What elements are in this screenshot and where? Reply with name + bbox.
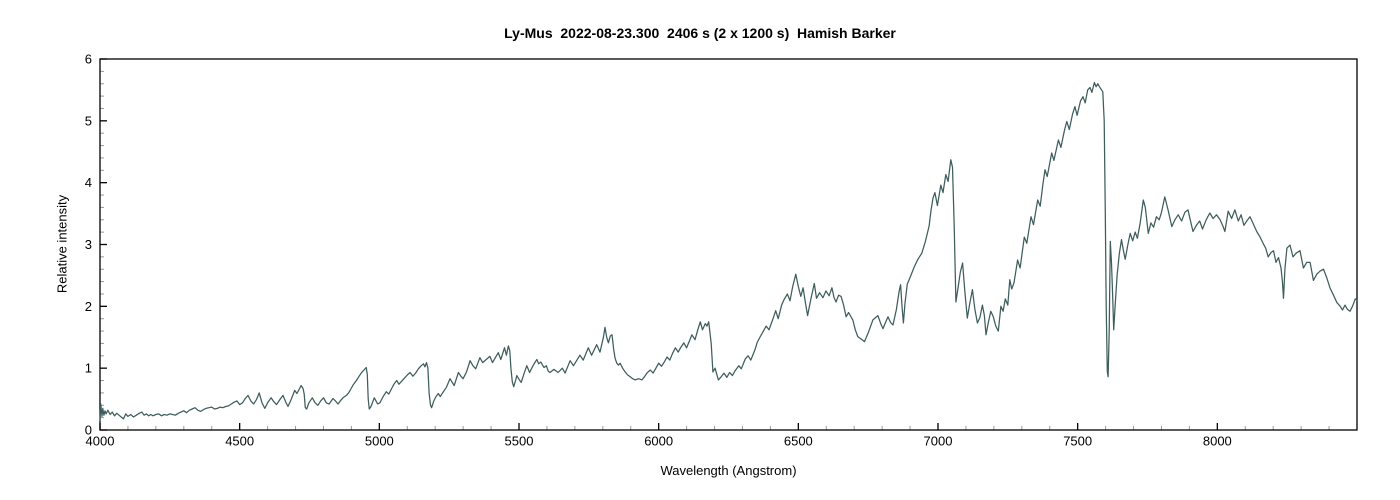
x-tick-label: 5500 (505, 434, 534, 449)
x-tick-label: 7000 (924, 434, 953, 449)
x-tick-label: 8000 (1203, 434, 1232, 449)
x-tick-label: 6000 (644, 434, 673, 449)
y-tick-label: 6 (85, 52, 92, 67)
spectrum-line (99, 81, 1358, 422)
y-tick-label: 2 (85, 299, 92, 314)
y-tick-label: 5 (85, 113, 92, 128)
y-tick-label: 0 (85, 423, 92, 438)
x-tick-label: 4000 (86, 434, 115, 449)
y-tick-label: 1 (85, 361, 92, 376)
x-tick-label: 4500 (225, 434, 254, 449)
x-tick-label: 5000 (365, 434, 394, 449)
x-tick-label: 6500 (784, 434, 813, 449)
plot-frame (99, 58, 1358, 431)
x-axis-label: Wavelength (Angstrom) (660, 463, 797, 478)
y-tick-label: 3 (85, 237, 92, 252)
y-tick-label: 4 (85, 175, 92, 190)
x-tick-label: 7500 (1063, 434, 1092, 449)
chart-title: Ly-Mus 2022-08-23.300 2406 s (2 x 1200 s… (504, 25, 896, 41)
